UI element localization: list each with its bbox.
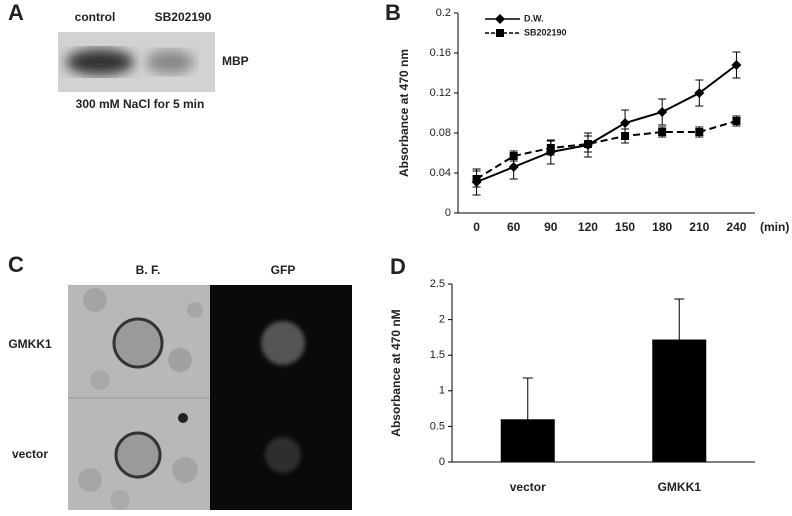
error-bar <box>674 298 685 381</box>
panel-letter: D <box>390 254 406 279</box>
y-tick-label: 0.04 <box>430 167 451 179</box>
x-tick-label: 210 <box>689 220 709 234</box>
marker <box>583 140 592 148</box>
y-tick-label: 0.12 <box>430 87 451 99</box>
x-axis-label: (min) <box>760 220 789 234</box>
y-tick-label: 0 <box>439 456 445 468</box>
marker <box>508 162 519 172</box>
legend-label: D.W. <box>524 13 544 23</box>
column-label: B. F. <box>136 263 161 277</box>
legend-marker <box>495 14 505 24</box>
band-label: MBP <box>222 54 249 68</box>
lane-label: SB202190 <box>155 10 212 24</box>
legend-label: SB202190 <box>524 27 567 37</box>
y-tick-label: 0.16 <box>430 47 451 59</box>
y-tick-label: 0.08 <box>430 127 451 139</box>
marker <box>732 117 741 125</box>
marker <box>694 88 705 98</box>
caption: 300 mM NaCl for 5 min <box>76 97 205 111</box>
y-tick-label: 2 <box>439 314 445 326</box>
panel-letter: A <box>8 0 24 25</box>
marker <box>546 144 555 152</box>
y-tick-label: 1 <box>439 385 445 397</box>
x-tick-label: 120 <box>578 220 598 234</box>
row-label: GMKK1 <box>8 337 52 351</box>
marker <box>657 107 668 117</box>
legend-marker <box>496 29 504 37</box>
micrograph <box>68 285 352 510</box>
y-tick-label: 0.2 <box>436 7 451 19</box>
x-tick-label: GMKK1 <box>658 480 702 494</box>
marker <box>620 118 631 128</box>
marker <box>658 128 667 136</box>
row-label: vector <box>12 447 48 461</box>
x-tick-label: 240 <box>726 220 746 234</box>
error-bar <box>522 377 533 462</box>
marker <box>621 132 630 140</box>
panel-letter: C <box>8 252 24 277</box>
series-line <box>476 64 738 183</box>
blot <box>58 32 215 92</box>
marker <box>731 60 742 70</box>
x-tick-label: 0 <box>473 220 480 234</box>
marker <box>695 128 704 136</box>
y-tick-label: 0 <box>445 207 451 219</box>
y-axis-label: Absorbance at 470 nM <box>389 309 403 436</box>
x-tick-label: vector <box>510 480 546 494</box>
x-tick-label: 60 <box>507 220 521 234</box>
y-tick-label: 1.5 <box>430 349 445 361</box>
series-line <box>476 120 737 180</box>
x-tick-label: 180 <box>652 220 672 234</box>
y-axis-label: Absorbance at 470 nm <box>397 49 411 177</box>
marker <box>509 152 518 160</box>
x-tick-label: 90 <box>544 220 558 234</box>
y-tick-label: 0.5 <box>430 420 445 432</box>
x-tick-label: 150 <box>615 220 635 234</box>
y-tick-label: 2.5 <box>430 278 445 290</box>
marker <box>472 175 481 183</box>
column-label: GFP <box>271 263 296 277</box>
lane-label: control <box>75 10 116 24</box>
panel-letter: B <box>385 0 401 25</box>
